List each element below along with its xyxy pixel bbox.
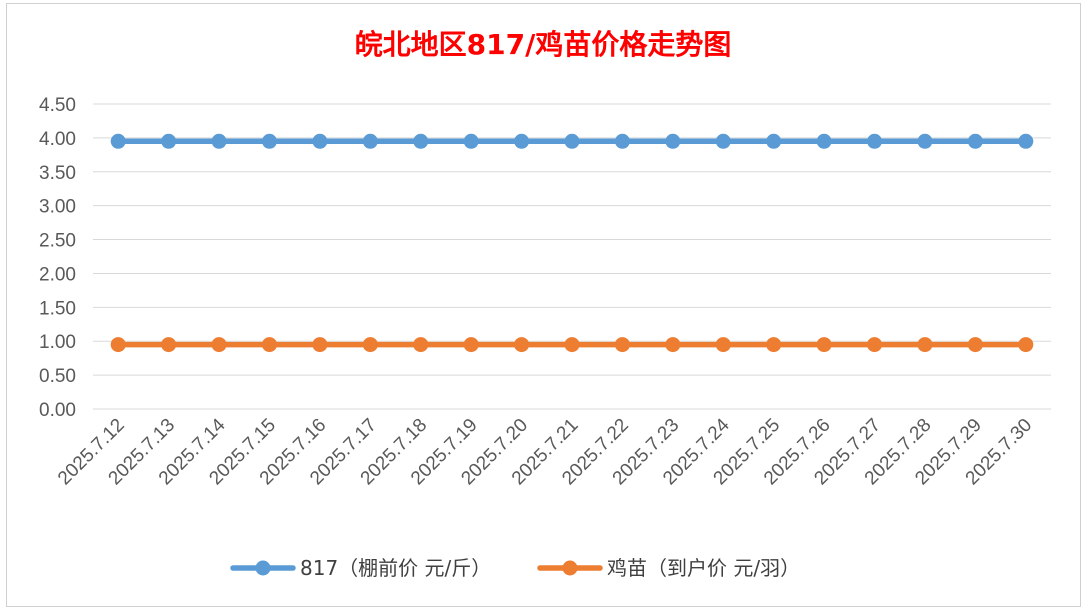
data-point — [514, 133, 530, 149]
data-point — [413, 133, 429, 149]
y-tick-label: 2.00 — [39, 264, 76, 285]
data-point — [715, 337, 731, 353]
chart-title: 皖北地区817/鸡苗价格走势图 — [355, 28, 732, 61]
y-tick-label: 1.00 — [39, 332, 76, 353]
y-tick-label: 0.00 — [39, 400, 76, 421]
data-point — [614, 133, 630, 149]
y-tick-label: 3.00 — [39, 197, 76, 218]
data-point — [463, 133, 479, 149]
data-point — [312, 133, 328, 149]
data-point — [665, 133, 681, 149]
x-axis-ticks: 2025.7.122025.7.132025.7.142025.7.152025… — [54, 414, 1036, 489]
data-point — [715, 133, 731, 149]
legend-marker — [562, 560, 578, 576]
y-tick-label: 1.50 — [39, 298, 76, 319]
data-point — [110, 337, 126, 353]
data-point — [867, 133, 883, 149]
data-point — [816, 133, 832, 149]
legend-item-2: 鸡苗（到户价 元/羽） — [537, 556, 800, 580]
data-point — [261, 337, 277, 353]
data-point — [766, 337, 782, 353]
data-point — [312, 337, 328, 353]
data-point — [514, 337, 530, 353]
legend-item-1: 817（棚前价 元/斤） — [230, 556, 491, 580]
data-point — [917, 133, 933, 149]
data-point — [665, 337, 681, 353]
data-point — [564, 133, 580, 149]
y-tick-label: 2.50 — [39, 231, 76, 252]
data-point — [614, 337, 630, 353]
data-point — [564, 337, 580, 353]
y-axis-ticks: 0.00 0.50 1.00 1.50 2.00 2.50 3.00 3.50 4.00 4.50 — [39, 95, 76, 421]
legend: 817（棚前价 元/斤） 鸡苗（到户价 元/羽） — [230, 556, 800, 580]
data-point — [917, 337, 933, 353]
y-tick-label: 3.50 — [39, 163, 76, 184]
data-point — [110, 133, 126, 149]
legend-label: 817（棚前价 元/斤） — [300, 556, 491, 580]
data-point — [211, 337, 227, 353]
y-tick-label: 0.50 — [39, 366, 76, 387]
data-point — [766, 133, 782, 149]
data-point — [413, 337, 429, 353]
data-point — [1018, 337, 1034, 353]
data-point — [967, 337, 983, 353]
legend-label: 鸡苗（到户价 元/羽） — [607, 556, 800, 580]
data-point — [967, 133, 983, 149]
data-point — [362, 337, 378, 353]
data-point — [362, 133, 378, 149]
data-point — [161, 133, 177, 149]
data-point — [867, 337, 883, 353]
data-point — [463, 337, 479, 353]
data-point — [161, 337, 177, 353]
data-point — [261, 133, 277, 149]
series-2 — [110, 337, 1034, 353]
data-point — [211, 133, 227, 149]
y-tick-label: 4.50 — [39, 95, 76, 116]
data-point — [1018, 133, 1034, 149]
series-layer — [110, 133, 1034, 353]
y-tick-label: 4.00 — [39, 129, 76, 150]
legend-marker — [255, 560, 271, 576]
gridlines — [93, 103, 1051, 410]
series-1 — [110, 133, 1034, 149]
data-point — [816, 337, 832, 353]
